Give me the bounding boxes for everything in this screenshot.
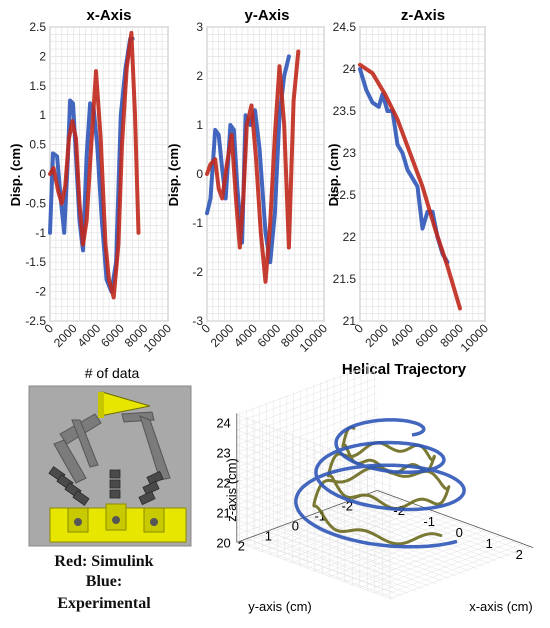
- ytick-label: -1: [314, 508, 326, 523]
- xtick-label: 6000: [412, 321, 441, 350]
- ytick-label: 23: [343, 146, 357, 160]
- xtick-label: 2000: [51, 321, 80, 350]
- z-axis-grid: [359, 26, 486, 322]
- ytick-label: -2: [192, 265, 203, 279]
- ytick-label: 0: [196, 167, 203, 181]
- xtick-label: 10000: [141, 321, 175, 355]
- ytick-label: 2: [196, 69, 203, 83]
- ytick-label: 3: [196, 20, 203, 34]
- ztick-label: 24: [216, 415, 230, 430]
- x-axis-ylabel: Disp. (cm): [8, 144, 23, 207]
- ytick-label: -2: [341, 498, 353, 513]
- xtick-label: 0: [351, 321, 366, 336]
- ytick-label: -1.5: [25, 255, 46, 269]
- xtick-label: -1: [423, 514, 435, 529]
- ytick-label: 0: [39, 167, 46, 181]
- helix-subplot: Helical Trajectory 2021222324-2-1012-2-1…: [216, 361, 534, 614]
- xtick-label: 2000: [362, 321, 391, 350]
- helix-series: [294, 418, 466, 549]
- ytick-label: 23.5: [333, 104, 357, 118]
- x-axis-yticks: -2.5 -2 -1.5 -1 -0.5 0 0.5 1 1.5 2 2.5: [25, 20, 46, 328]
- ytick-label: -2.5: [25, 314, 46, 328]
- simulink-series-line: [48, 30, 141, 300]
- legend-experimental: Experimental: [57, 595, 151, 612]
- xtick-label: 6000: [255, 321, 284, 350]
- ytick-label: 0: [292, 518, 299, 533]
- xtick-label: 4000: [75, 321, 104, 350]
- ytick-label: -1: [192, 216, 203, 230]
- ytick-label: 21.5: [333, 272, 357, 286]
- ytick-label: 24.5: [333, 20, 357, 34]
- ztick-label: 23: [216, 445, 230, 460]
- legend-simulink: Red: Simulink: [54, 553, 153, 570]
- ytick-label: 24: [343, 62, 357, 76]
- ytick-label: 2: [238, 538, 245, 553]
- helix-xlabel: x-axis (cm): [469, 599, 533, 614]
- ytick-label: -1: [35, 226, 46, 240]
- simulink-series-line: [205, 49, 301, 284]
- xtick-label: 10000: [458, 321, 492, 355]
- ytick-label: 1.5: [29, 79, 46, 93]
- xtick-label: 6000: [98, 321, 127, 350]
- xtick-label: 2: [516, 547, 523, 562]
- xtick-label: 0: [456, 525, 463, 540]
- y-axis-ylabel: Disp. (cm): [166, 144, 181, 207]
- xtick-label: 4000: [231, 321, 260, 350]
- helix-ylabel: y-axis (cm): [248, 599, 312, 614]
- xtick-label: 2000: [208, 321, 237, 350]
- robot-illustration: [28, 385, 192, 547]
- legend-blue: Blue:: [86, 573, 122, 590]
- ytick-label: 2: [39, 49, 46, 63]
- ztick-label: 20: [216, 535, 230, 550]
- ytick-label: 2.5: [29, 20, 46, 34]
- z-axis-subplot: z-Axis 21 21.5 22 22.5 23 23.5 24 24.5 02000400…: [326, 7, 491, 355]
- y-axis-title: y-Axis: [244, 7, 289, 24]
- ztick-label: 22: [216, 475, 230, 490]
- x-axis-subplot: x-Axis -2.5-2-1.5-1-0.500.511.522.5 0200…: [8, 7, 174, 355]
- xtick-label: 10000: [297, 321, 331, 355]
- z-axis-ylabel: Disp. (cm): [326, 144, 341, 207]
- ytick-label: 1: [196, 118, 203, 132]
- ytick-label: 1: [39, 108, 46, 122]
- ytick-label: -0.5: [25, 196, 46, 210]
- shared-xlabel: # of data: [85, 365, 140, 381]
- ytick-label: 21: [343, 314, 357, 328]
- ytick-label: 1: [265, 528, 272, 543]
- z-axis-title: z-Axis: [401, 7, 445, 24]
- z-axis-series: [358, 62, 462, 311]
- ytick-label: 0.5: [29, 138, 46, 152]
- helix-box: [236, 362, 534, 600]
- xtick-label: 0: [41, 321, 56, 336]
- experimental-helix-line: [294, 418, 466, 549]
- y-axis-series: [205, 49, 301, 284]
- ytick-label: 22.5: [333, 188, 357, 202]
- xtick-label: 4000: [387, 321, 416, 350]
- xtick-label: 0: [198, 321, 213, 336]
- y-axis-yticks: -3 -2 -1 0 1 2 3: [192, 20, 203, 328]
- xtick-label: 1: [486, 536, 493, 551]
- ytick-label: -2: [35, 285, 46, 299]
- ytick-label: -3: [192, 314, 203, 328]
- helix-title: Helical Trajectory: [342, 361, 467, 378]
- ztick-label: 21: [216, 505, 230, 520]
- x-axis-series: [48, 30, 141, 300]
- simulink-series-line: [358, 62, 462, 311]
- ytick-label: 22: [343, 230, 357, 244]
- helix-zlabel: z-axis (cm): [224, 458, 239, 522]
- x-axis-title: x-Axis: [86, 7, 131, 24]
- z-axis-yticks: 21 21.5 22 22.5 23 23.5 24 24.5: [333, 20, 357, 328]
